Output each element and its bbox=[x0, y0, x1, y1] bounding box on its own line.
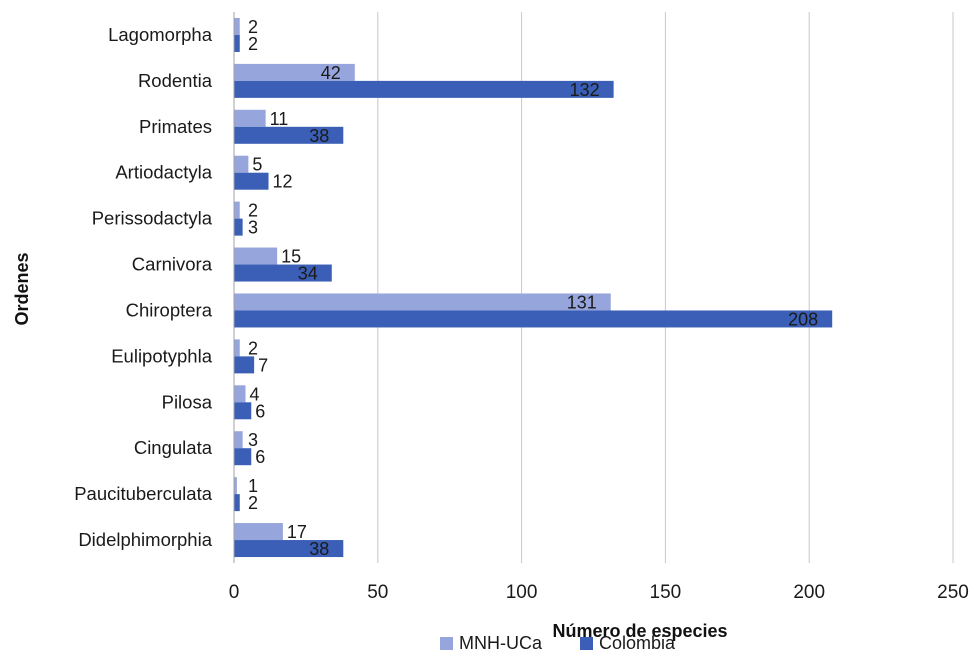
bar-mnh-uca bbox=[234, 293, 611, 311]
bar-mnh-uca bbox=[234, 477, 237, 495]
x-axis-title: Número de especies bbox=[552, 621, 727, 641]
data-label: 12 bbox=[273, 172, 293, 192]
data-label: 3 bbox=[248, 218, 258, 238]
bar-colombia bbox=[234, 264, 332, 282]
bar-mnh-uca bbox=[234, 431, 243, 449]
legend: MNH-UCa Colombia bbox=[440, 633, 676, 653]
x-tick-label: 200 bbox=[793, 582, 825, 603]
legend-label: MNH-UCa bbox=[459, 633, 543, 653]
data-label: 2 bbox=[248, 17, 258, 37]
data-label: 42 bbox=[321, 63, 341, 83]
category-label: Cingulata bbox=[134, 437, 213, 458]
y-axis-title: Ordenes bbox=[12, 252, 32, 325]
category-label: Pilosa bbox=[162, 391, 213, 412]
x-tick-label: 150 bbox=[650, 582, 682, 603]
x-tick-label: 100 bbox=[506, 582, 538, 603]
data-label: 2 bbox=[248, 338, 258, 358]
bar-mnh-uca bbox=[234, 155, 249, 173]
data-label: 5 bbox=[252, 155, 262, 175]
bar-colombia bbox=[234, 310, 833, 328]
bar-colombia bbox=[234, 218, 243, 236]
data-label: 38 bbox=[309, 126, 329, 146]
x-tick-label: 250 bbox=[937, 582, 969, 603]
data-label: 38 bbox=[309, 539, 329, 559]
category-label: Primates bbox=[139, 116, 212, 137]
bar-colombia bbox=[234, 402, 252, 420]
data-label: 4 bbox=[250, 384, 260, 404]
legend-swatch bbox=[580, 637, 593, 650]
data-label: 2 bbox=[248, 34, 258, 54]
data-label: 11 bbox=[270, 109, 289, 129]
bar-mnh-uca bbox=[234, 247, 278, 265]
category-labels: Lagomorpha Rodentia Primates Artiodactyla Pe… bbox=[74, 24, 213, 550]
data-label: 131 bbox=[567, 292, 597, 312]
data-label: 2 bbox=[248, 201, 258, 221]
data-label: 3 bbox=[248, 430, 258, 450]
bar-mnh-uca bbox=[234, 17, 240, 35]
data-label: 1 bbox=[248, 476, 258, 496]
data-label: 6 bbox=[255, 447, 265, 467]
bar-colombia bbox=[234, 356, 255, 374]
category-label: Rodentia bbox=[138, 70, 213, 91]
data-label: 7 bbox=[258, 355, 268, 375]
data-label: 15 bbox=[281, 247, 301, 267]
bar-mnh-uca bbox=[234, 201, 240, 219]
x-tick-labels: 0 50 100 150 200 250 bbox=[229, 582, 969, 603]
legend-label: Colombia bbox=[599, 633, 676, 653]
bar-colombia bbox=[234, 80, 614, 98]
data-label: 2 bbox=[248, 493, 258, 513]
bar-mnh-uca bbox=[234, 385, 246, 403]
bar-colombia bbox=[234, 540, 344, 558]
bar-mnh-uca bbox=[234, 339, 240, 357]
category-label: Didelphimorphia bbox=[78, 529, 212, 550]
category-label: Paucituberculata bbox=[74, 483, 213, 504]
x-tick-label: 0 bbox=[229, 582, 240, 603]
gridlines bbox=[377, 12, 954, 563]
bar-colombia bbox=[234, 172, 269, 190]
category-label: Artiodactyla bbox=[115, 162, 212, 183]
bar-colombia bbox=[234, 494, 240, 512]
legend-swatch bbox=[440, 637, 453, 650]
data-label: 132 bbox=[570, 80, 600, 100]
bar-colombia bbox=[234, 126, 344, 144]
data-label: 17 bbox=[287, 522, 307, 542]
bar-colombia bbox=[234, 34, 240, 52]
bar-colombia bbox=[234, 448, 252, 466]
data-label: 34 bbox=[298, 264, 318, 284]
category-label: Carnivora bbox=[132, 254, 213, 275]
bar-mnh-uca bbox=[234, 63, 355, 81]
bar-mnh-uca bbox=[234, 523, 283, 541]
bar-mnh-uca bbox=[234, 109, 266, 127]
category-label: Lagomorpha bbox=[108, 24, 213, 45]
category-label: Perissodactyla bbox=[92, 208, 213, 229]
category-label: Eulipotyphla bbox=[111, 345, 213, 366]
bars bbox=[234, 17, 833, 558]
data-label: 6 bbox=[255, 401, 265, 421]
data-label: 208 bbox=[788, 309, 818, 329]
category-label: Chiroptera bbox=[126, 299, 213, 320]
x-tick-label: 50 bbox=[367, 582, 388, 603]
